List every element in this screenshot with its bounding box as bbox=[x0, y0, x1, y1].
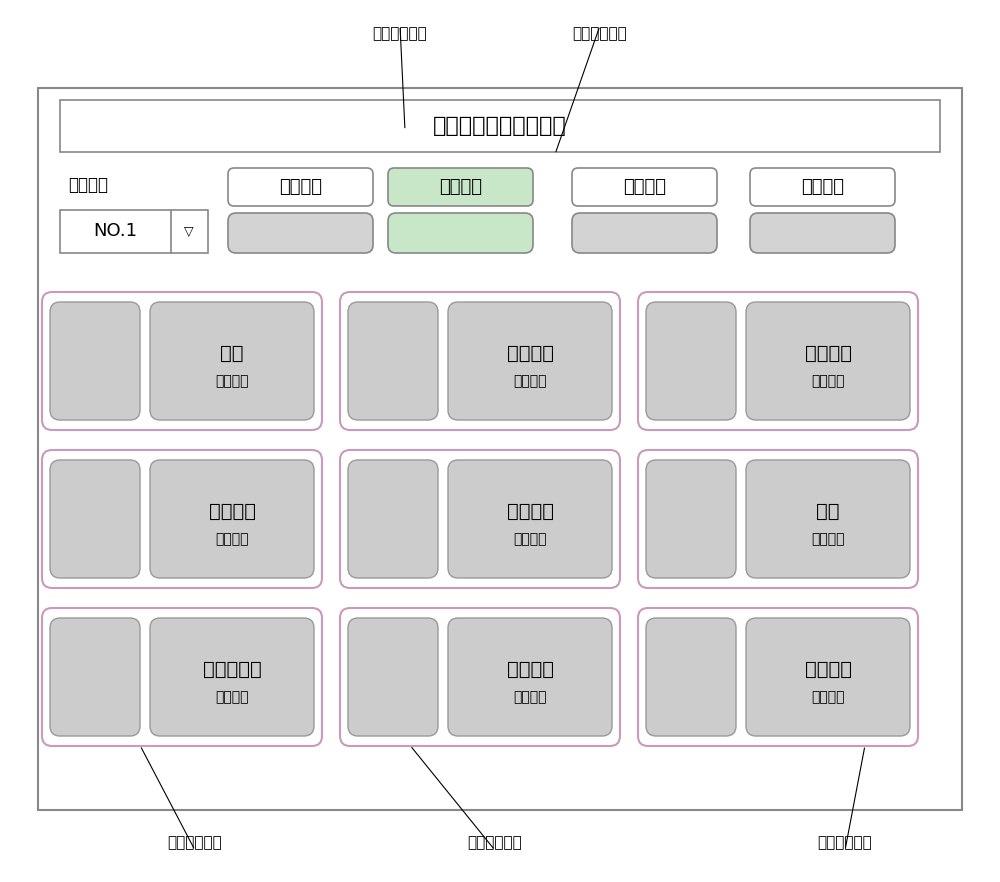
FancyBboxPatch shape bbox=[572, 213, 717, 253]
Text: 单项指标色标: 单项指标色标 bbox=[373, 26, 427, 41]
FancyBboxPatch shape bbox=[746, 460, 910, 578]
FancyBboxPatch shape bbox=[750, 168, 895, 206]
Text: 频率偏差: 频率偏差 bbox=[507, 502, 554, 520]
FancyBboxPatch shape bbox=[448, 618, 612, 736]
Text: （稳态）: （稳态） bbox=[215, 532, 249, 546]
FancyBboxPatch shape bbox=[150, 302, 314, 420]
Text: 电压暂升: 电压暂升 bbox=[804, 343, 852, 363]
FancyBboxPatch shape bbox=[572, 168, 717, 206]
FancyBboxPatch shape bbox=[150, 460, 314, 578]
FancyBboxPatch shape bbox=[42, 450, 322, 588]
Text: （稳态）: （稳态） bbox=[811, 690, 845, 704]
FancyBboxPatch shape bbox=[42, 608, 322, 746]
Text: （暂态）: （暂态） bbox=[811, 374, 845, 388]
FancyBboxPatch shape bbox=[150, 618, 314, 736]
Text: （稳态）: （稳态） bbox=[513, 532, 547, 546]
Text: 单项指标名称: 单项指标名称 bbox=[573, 26, 627, 41]
Text: ▽: ▽ bbox=[184, 225, 194, 238]
FancyBboxPatch shape bbox=[646, 460, 736, 578]
Text: 电能质量指标分级显示: 电能质量指标分级显示 bbox=[433, 116, 567, 136]
Text: 电压偏差: 电压偏差 bbox=[208, 502, 256, 520]
FancyBboxPatch shape bbox=[228, 213, 373, 253]
Text: （稳态）: （稳态） bbox=[215, 690, 249, 704]
FancyBboxPatch shape bbox=[638, 608, 918, 746]
Text: 最近一年: 最近一年 bbox=[801, 178, 844, 196]
Text: 谐波: 谐波 bbox=[816, 502, 840, 520]
FancyBboxPatch shape bbox=[50, 618, 140, 736]
FancyBboxPatch shape bbox=[448, 460, 612, 578]
FancyBboxPatch shape bbox=[388, 168, 533, 206]
Text: 电压暂降: 电压暂降 bbox=[507, 343, 554, 363]
Text: 三相不平衡: 三相不平衡 bbox=[203, 660, 261, 678]
Bar bbox=[60, 100, 940, 152]
FancyBboxPatch shape bbox=[746, 618, 910, 736]
Text: 电压波动: 电压波动 bbox=[507, 660, 554, 678]
Text: （暂态）: （暂态） bbox=[513, 374, 547, 388]
FancyBboxPatch shape bbox=[638, 450, 918, 588]
Text: （暂态）: （暂态） bbox=[215, 374, 249, 388]
FancyBboxPatch shape bbox=[348, 302, 438, 420]
Text: NO.1: NO.1 bbox=[93, 222, 137, 241]
FancyBboxPatch shape bbox=[646, 302, 736, 420]
Bar bbox=[60, 210, 208, 253]
Text: 综合指标色标: 综合指标色标 bbox=[818, 834, 872, 850]
FancyBboxPatch shape bbox=[750, 213, 895, 253]
Text: 监测周期时间: 监测周期时间 bbox=[468, 834, 522, 850]
Text: 监测节点编号: 监测节点编号 bbox=[168, 834, 222, 850]
FancyBboxPatch shape bbox=[348, 460, 438, 578]
FancyBboxPatch shape bbox=[746, 302, 910, 420]
FancyBboxPatch shape bbox=[348, 618, 438, 736]
FancyBboxPatch shape bbox=[228, 168, 373, 206]
Bar bbox=[170, 210, 171, 253]
Text: 最近一周: 最近一周 bbox=[439, 178, 482, 196]
FancyBboxPatch shape bbox=[340, 292, 620, 430]
FancyBboxPatch shape bbox=[340, 450, 620, 588]
FancyBboxPatch shape bbox=[50, 460, 140, 578]
Text: （稳态）: （稳态） bbox=[513, 690, 547, 704]
FancyBboxPatch shape bbox=[42, 292, 322, 430]
Text: 监测节点: 监测节点 bbox=[68, 176, 108, 194]
Text: 电压闪变: 电压闪变 bbox=[804, 660, 852, 678]
FancyBboxPatch shape bbox=[638, 292, 918, 430]
FancyBboxPatch shape bbox=[448, 302, 612, 420]
Text: 最近一月: 最近一月 bbox=[623, 178, 666, 196]
FancyBboxPatch shape bbox=[646, 618, 736, 736]
Text: （稳态）: （稳态） bbox=[811, 532, 845, 546]
FancyBboxPatch shape bbox=[50, 302, 140, 420]
Text: 最近一日: 最近一日 bbox=[279, 178, 322, 196]
FancyBboxPatch shape bbox=[340, 608, 620, 746]
Bar bbox=[38, 88, 962, 810]
Text: 断电: 断电 bbox=[220, 343, 244, 363]
FancyBboxPatch shape bbox=[388, 213, 533, 253]
